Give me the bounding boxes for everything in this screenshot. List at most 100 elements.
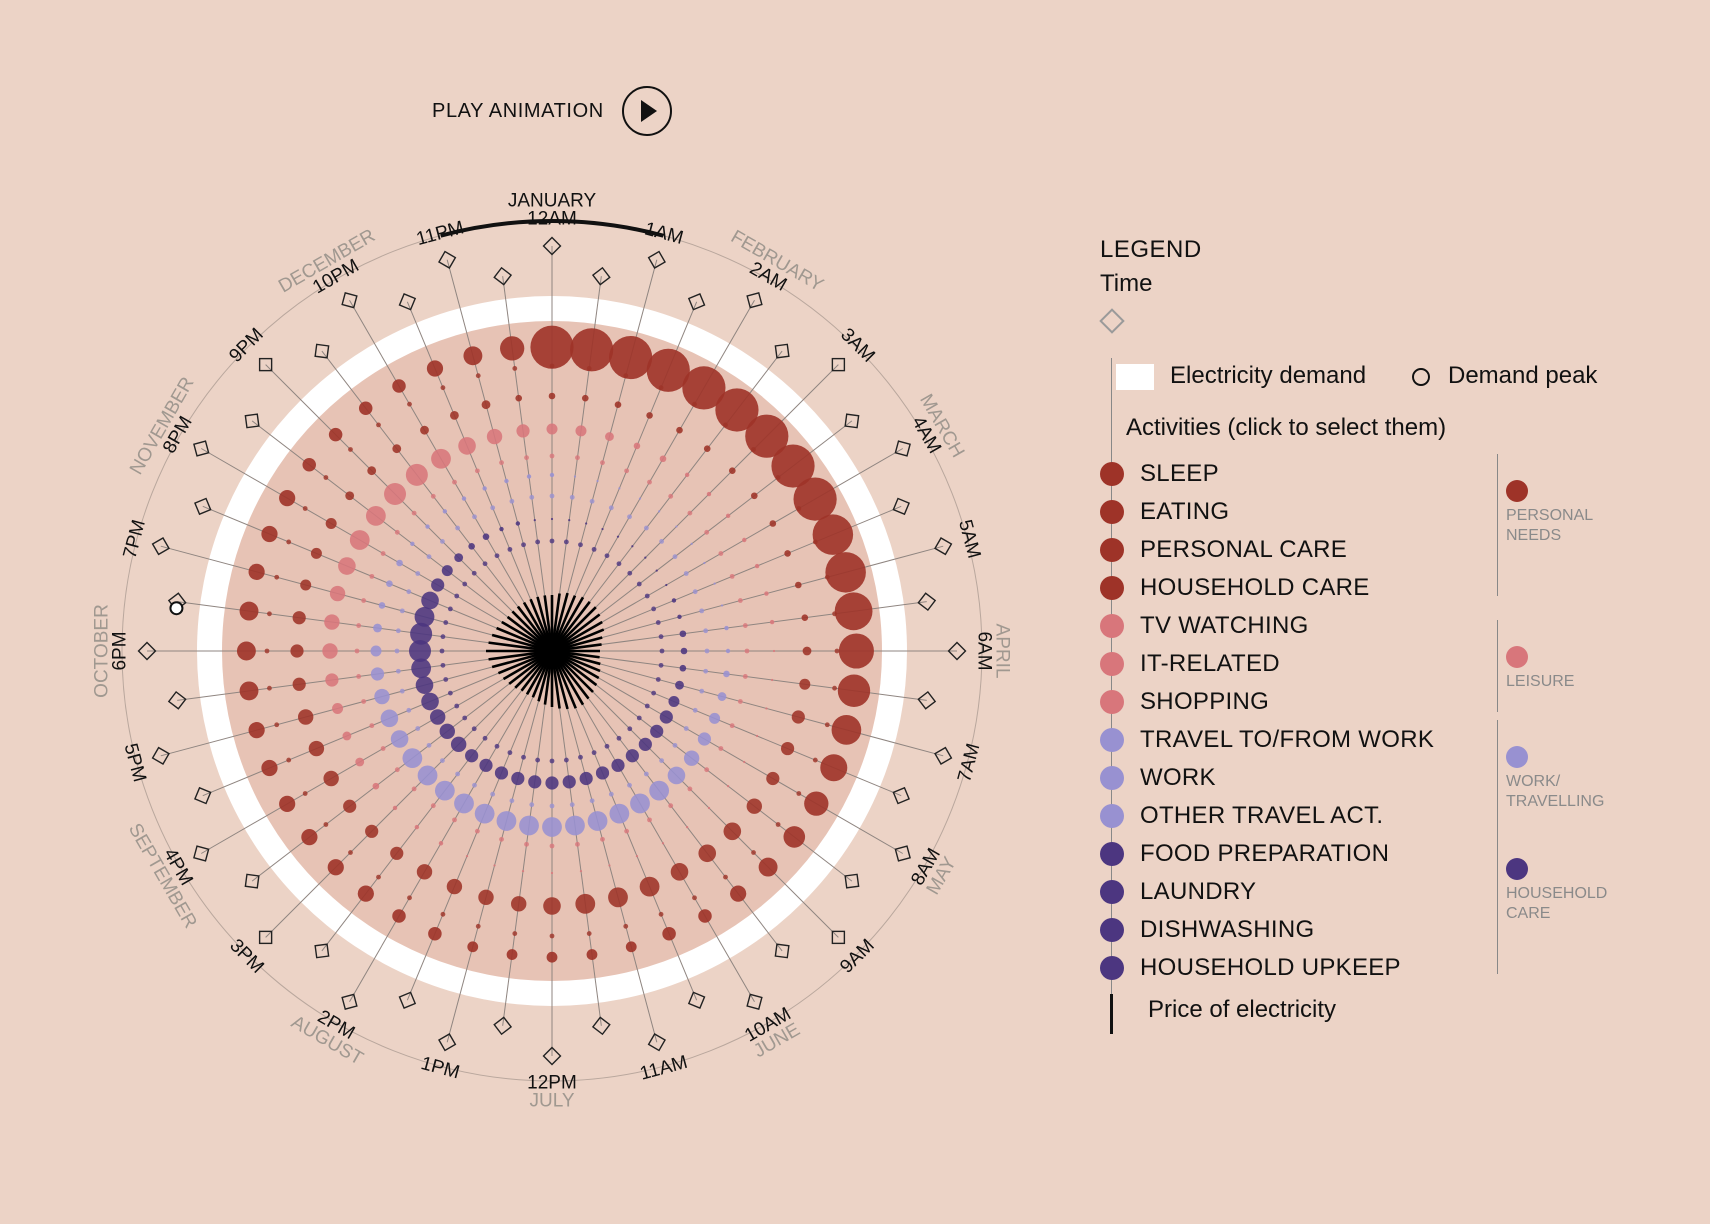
activity-item[interactable]: TRAVEL TO/FROM WORK <box>1100 723 1434 757</box>
activity-dot-icon <box>1100 804 1124 828</box>
activity-item[interactable]: IT-RELATED <box>1100 647 1280 681</box>
time-spoke <box>201 660 535 854</box>
activity-item[interactable]: LAUNDRY <box>1100 875 1256 909</box>
activity-dot <box>633 442 641 450</box>
time-diamond-marker <box>746 292 763 309</box>
activity-dot <box>416 864 433 880</box>
activity-dot <box>832 685 837 691</box>
price-spoke <box>543 656 553 705</box>
activity-dot <box>394 767 400 773</box>
activity-item[interactable]: DISHWASHING <box>1100 913 1314 947</box>
activity-dot <box>636 581 642 587</box>
activity-item[interactable]: TV WATCHING <box>1100 609 1309 643</box>
activity-dot <box>302 791 308 796</box>
price-spoke <box>516 605 550 648</box>
activity-label: HOUSEHOLD CARE <box>1140 574 1370 601</box>
activity-dot <box>589 498 595 504</box>
activity-dot <box>411 658 432 679</box>
activity-dot <box>549 453 555 459</box>
activity-dot <box>521 754 526 760</box>
time-spoke <box>446 259 548 632</box>
time-diamond-marker <box>314 343 330 359</box>
activity-dot <box>365 505 386 526</box>
activity-dot <box>301 829 318 846</box>
time-spoke <box>556 670 658 1043</box>
activity-dot <box>549 363 555 369</box>
time-spoke <box>446 670 548 1043</box>
activity-dot <box>812 514 854 555</box>
activity-dot <box>395 668 401 674</box>
activity-dot <box>796 791 802 796</box>
price-spoke <box>529 598 551 646</box>
month-label: JULY <box>529 1091 574 1112</box>
activity-item[interactable]: HOUSEHOLD CARE <box>1100 571 1370 605</box>
activity-dot <box>421 591 439 610</box>
activity-dot <box>771 444 815 488</box>
activity-dot <box>608 791 614 797</box>
activity-dot <box>507 750 513 756</box>
price-spoke <box>543 595 553 646</box>
activity-dot <box>439 723 455 740</box>
activity-dot <box>643 771 649 777</box>
activity-dot <box>548 392 556 400</box>
time-spoke <box>202 505 534 644</box>
activity-dot <box>349 530 370 550</box>
price-spoke <box>554 654 590 700</box>
activity-dot <box>348 850 353 855</box>
hour-label: 6PM <box>110 631 131 670</box>
activity-dot <box>834 592 873 631</box>
time-diamond-marker <box>341 292 358 309</box>
activity-dot <box>690 542 693 545</box>
activity-dot-icon <box>1100 614 1124 638</box>
activity-dot <box>608 864 611 867</box>
activity-dot <box>392 909 406 923</box>
activity-item[interactable]: SHOPPING <box>1100 685 1269 719</box>
activity-dot <box>723 874 728 880</box>
time-spoke <box>561 668 755 1002</box>
activity-item[interactable]: SLEEP <box>1100 457 1219 491</box>
activity-item[interactable]: EATING <box>1100 495 1229 529</box>
legend-title: LEGEND <box>1100 236 1202 263</box>
activity-dot <box>506 949 518 960</box>
activity-dot <box>658 911 664 917</box>
activity-dot-icon <box>1100 956 1124 980</box>
group-label: TRAVELLING <box>1506 793 1605 810</box>
activity-dot <box>737 598 743 603</box>
activity-item[interactable]: PERSONAL CARE <box>1100 533 1347 567</box>
activity-dot <box>692 895 697 901</box>
activity-item[interactable]: WORK <box>1100 761 1216 795</box>
activity-dot <box>396 559 403 567</box>
activity-dot <box>754 563 760 569</box>
activity-dot <box>596 479 599 483</box>
activity-dot <box>447 690 453 696</box>
activity-dot <box>425 524 430 529</box>
group-divider <box>1497 620 1498 712</box>
activity-item[interactable]: FOOD PREPARATION <box>1100 837 1389 871</box>
activity-dot <box>361 598 367 603</box>
time-diamond-marker <box>831 930 846 945</box>
activity-dot <box>699 608 705 614</box>
group-label: LEISURE <box>1506 673 1575 690</box>
activity-dot <box>575 425 587 437</box>
time-spoke <box>349 668 543 1002</box>
time-spoke <box>565 364 839 638</box>
group-label: HOUSEHOLD <box>1506 885 1608 902</box>
activity-dot <box>737 699 743 704</box>
price-spoke <box>554 601 591 648</box>
activity-item[interactable]: OTHER TRAVEL ACT. <box>1100 799 1383 833</box>
activity-dot <box>644 556 647 559</box>
activity-dot <box>725 648 731 654</box>
activity-dot <box>676 426 683 434</box>
activity-dot <box>392 444 402 454</box>
price-spoke <box>491 651 547 669</box>
activity-dot <box>515 394 523 402</box>
activity-dot <box>374 688 390 705</box>
activity-item[interactable]: HOUSEHOLD UPKEEP <box>1100 951 1401 985</box>
activity-dot <box>766 771 780 786</box>
activity-dot <box>585 522 588 525</box>
play-animation-control[interactable]: PLAY ANIMATION <box>432 86 672 136</box>
activity-dot <box>697 732 712 746</box>
activity-dot <box>290 644 304 658</box>
time-diamond-marker <box>647 1033 666 1052</box>
play-button[interactable] <box>621 86 672 136</box>
